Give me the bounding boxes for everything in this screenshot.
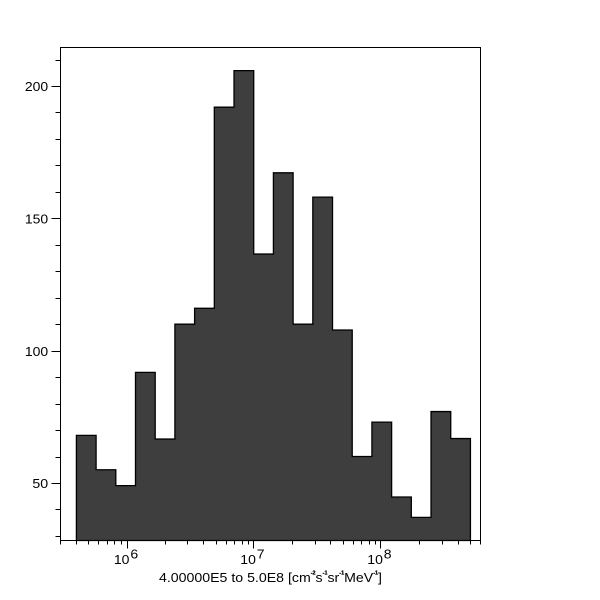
svg-text:8: 8 [384,546,392,561]
svg-text:4.00000E5 to 5.0E8 [cm-2​s-1​s: 4.00000E5 to 5.0E8 [cm-2​s-1​sr-1​MeV-1​… [159,570,382,585]
svg-text:100: 100 [25,344,48,359]
svg-text:10: 10 [367,552,383,567]
svg-text:6: 6 [130,546,138,561]
svg-text:7: 7 [257,546,265,561]
svg-text:10: 10 [240,552,256,567]
svg-text:150: 150 [25,212,48,227]
svg-text:10: 10 [114,552,130,567]
svg-text:50: 50 [32,476,48,491]
svg-text:200: 200 [25,79,48,94]
